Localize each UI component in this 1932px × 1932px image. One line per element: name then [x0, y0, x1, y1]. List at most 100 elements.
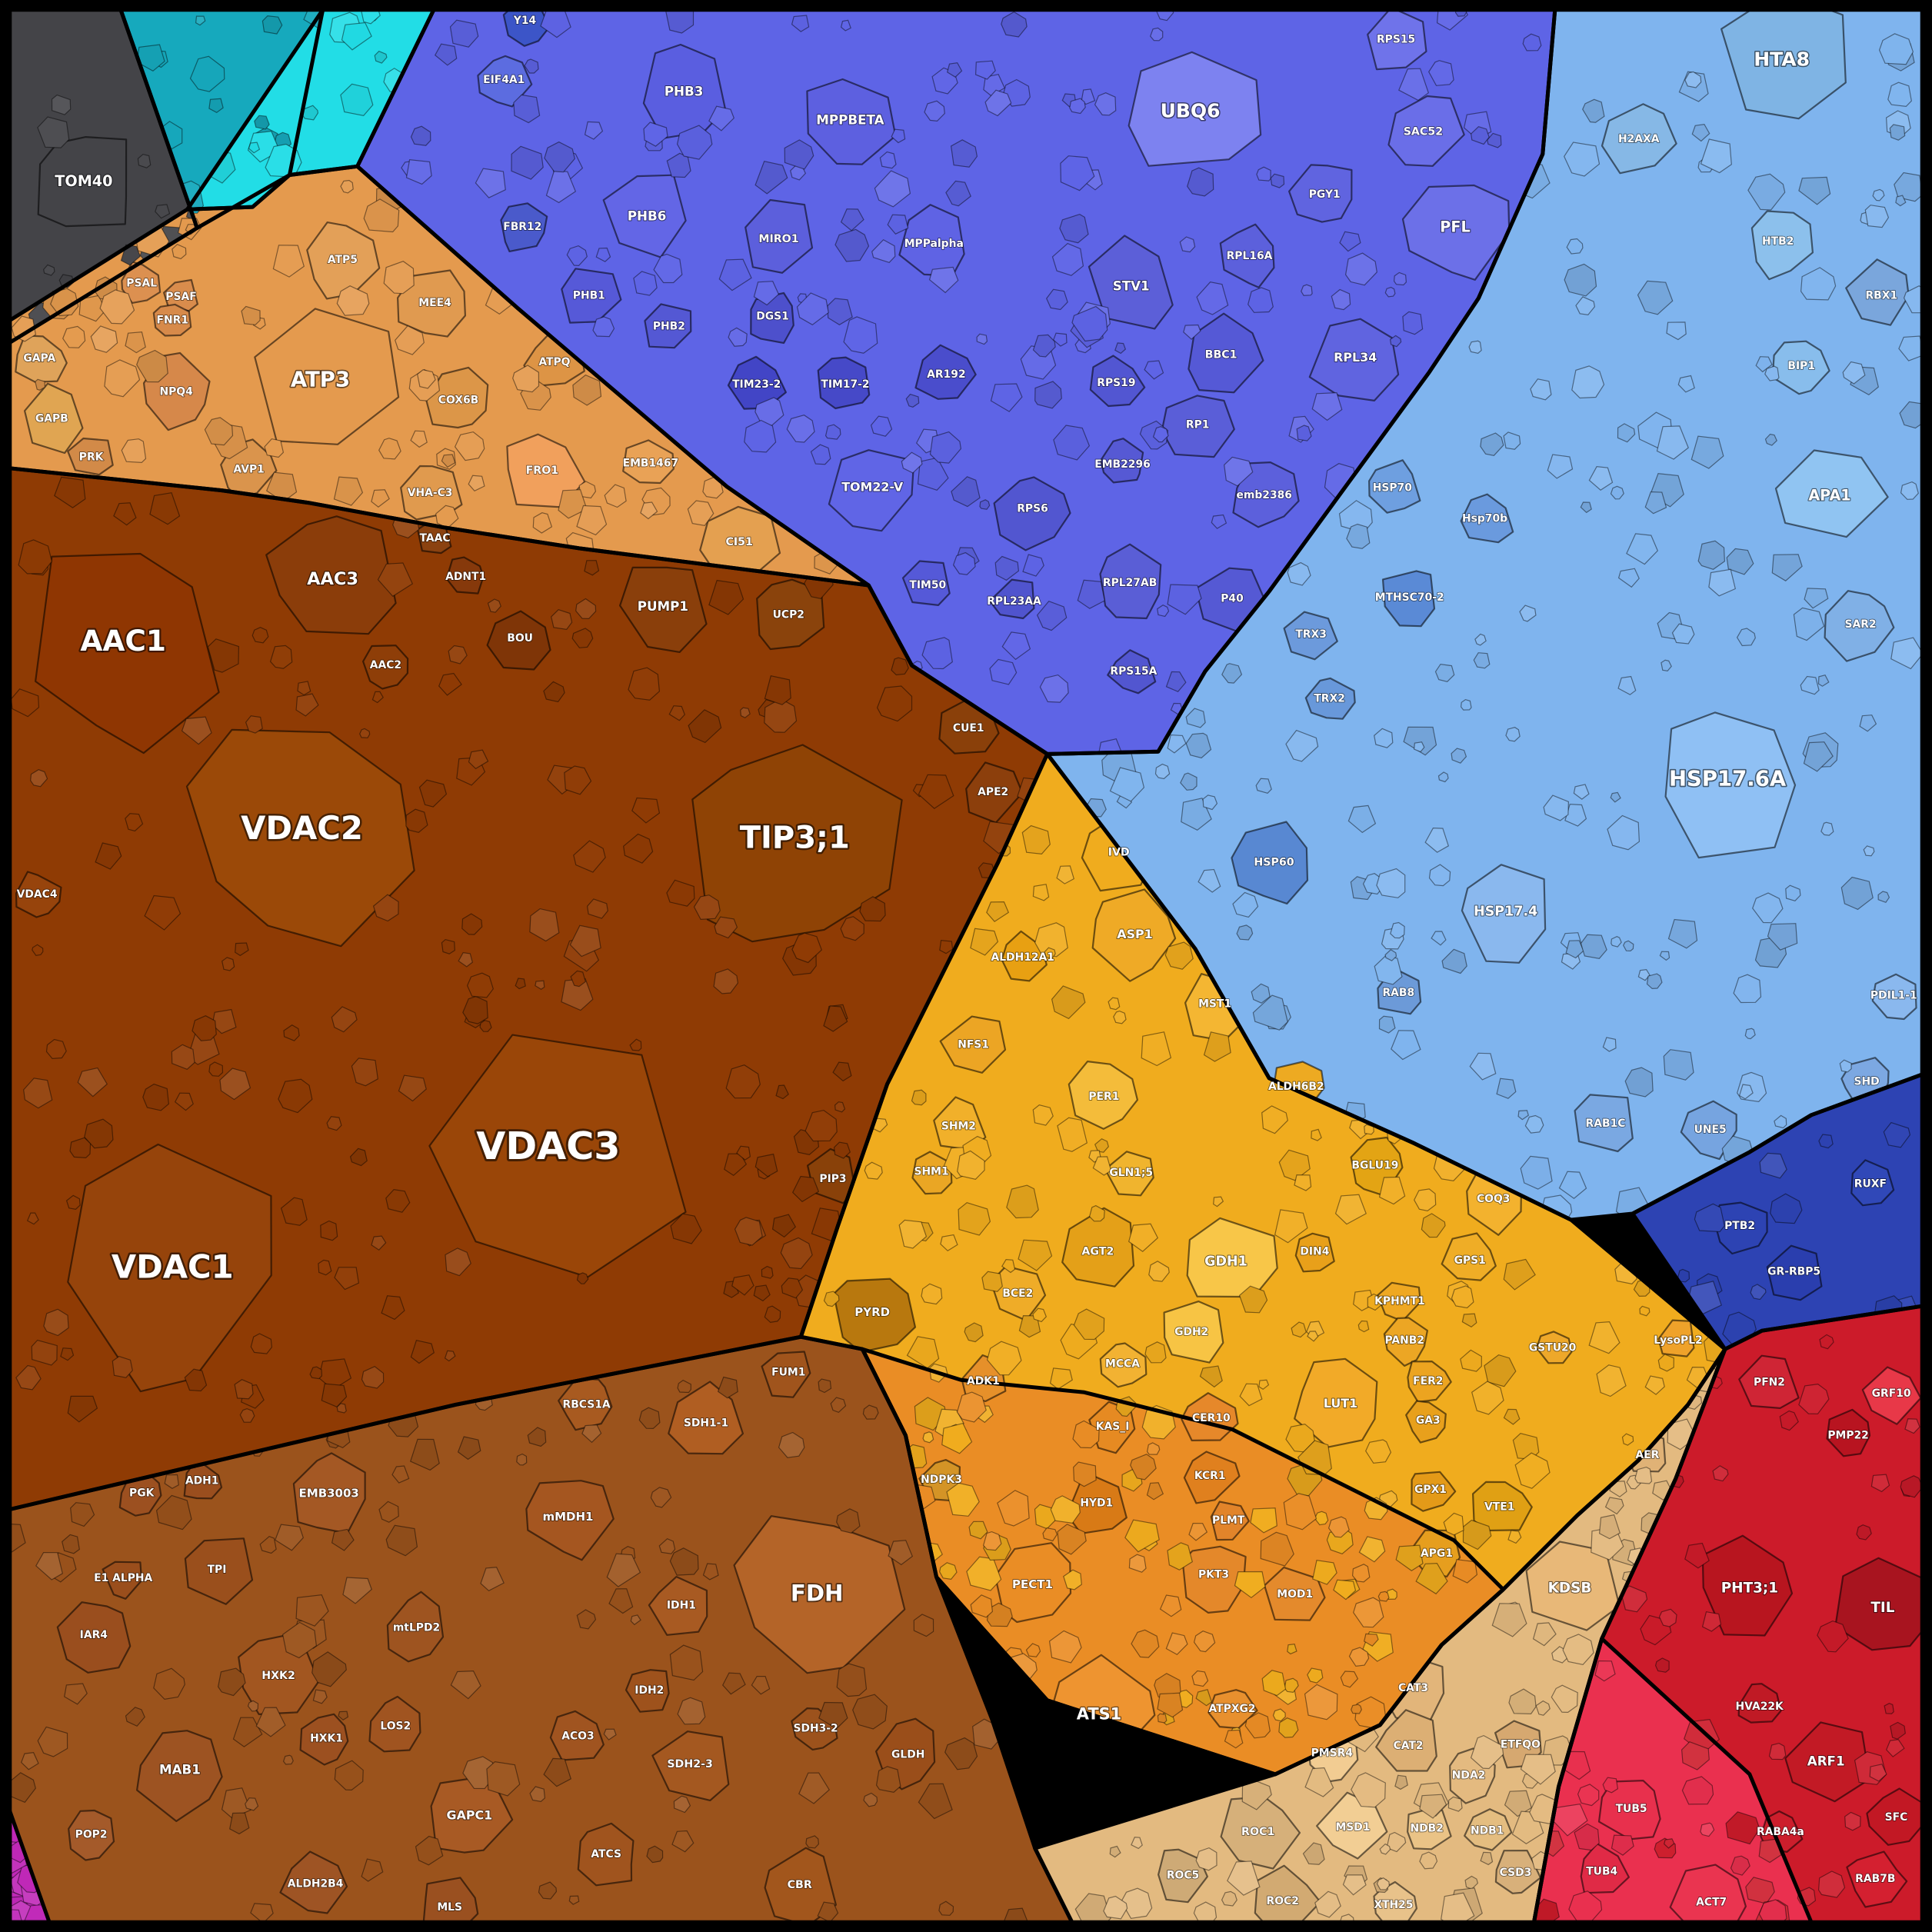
micro-cell [1183, 324, 1201, 340]
micro-cell [1333, 1579, 1357, 1601]
micro-cell [1820, 821, 1834, 836]
micro-cell [946, 1482, 980, 1517]
region-tan [1034, 1349, 1725, 1923]
cell [1210, 1501, 1250, 1541]
micro-cell [1656, 425, 1689, 460]
micro-cell [753, 281, 780, 306]
cell-label: ATP3 [291, 367, 350, 391]
micro-cell [603, 1728, 617, 1740]
cell-label: TIL [1870, 1600, 1894, 1616]
micro-cell [1602, 1037, 1617, 1052]
micro-cell [843, 316, 878, 354]
micro-cell [184, 1368, 208, 1392]
cell-label: LUT1 [1324, 1396, 1357, 1411]
micro-cell [1889, 124, 1906, 141]
cell-label: FNR1 [157, 315, 188, 327]
micro-cell [45, 1038, 67, 1060]
micro-cell [1598, 1514, 1621, 1540]
cell-label: TOM40 [55, 172, 112, 190]
micro-cell [405, 808, 428, 833]
cell-label: HVA22K [1736, 1700, 1785, 1713]
micro-cell [1503, 431, 1521, 450]
micro-cell [232, 1717, 263, 1747]
micro-cell [1573, 784, 1590, 800]
micro-cell [1564, 263, 1597, 297]
micro-cell [573, 840, 606, 873]
micro-cell [1032, 1307, 1047, 1323]
micro-cell [1419, 1851, 1438, 1870]
micro-cell [1677, 375, 1695, 393]
cell [486, 610, 551, 671]
micro-cell [939, 1562, 958, 1581]
cell [817, 356, 871, 410]
micro-cell [1353, 1597, 1384, 1628]
micro-cell [1032, 334, 1056, 358]
micro-cell [1103, 1895, 1128, 1920]
micro-cell [417, 369, 436, 389]
micro-cell [104, 359, 141, 398]
micro-cell [1460, 698, 1472, 711]
micro-cell [67, 1395, 98, 1423]
micro-cell [1793, 607, 1825, 641]
micro-cell [544, 141, 575, 173]
micro-cell [516, 1453, 528, 1466]
cell-label: MPPalpha [904, 238, 964, 250]
cell [1441, 1232, 1497, 1281]
micro-cell [1224, 456, 1254, 487]
cell-label: MAB1 [159, 1762, 201, 1777]
micro-cell [595, 247, 611, 262]
cell-label: MCCA [1105, 1358, 1140, 1371]
micro-cell [1565, 940, 1584, 959]
cell-label: EIF4A1 [483, 74, 525, 86]
cell-label: GSTU20 [1529, 1342, 1577, 1354]
micro-cell [1503, 1258, 1536, 1291]
micro-cell [863, 1792, 878, 1807]
micro-cell [584, 121, 604, 140]
cell-label: FRO1 [526, 465, 559, 477]
micro-cell [1738, 1084, 1754, 1100]
cell [1088, 235, 1174, 330]
micro-cell [581, 1424, 602, 1444]
micro-cell [823, 1005, 848, 1032]
micro-cell [1623, 940, 1634, 952]
micro-cell [864, 1161, 883, 1180]
cell [368, 1695, 421, 1753]
cell-label: Hsp70b [1462, 513, 1507, 525]
micro-cell [1764, 365, 1780, 381]
micro-cell [1148, 1261, 1170, 1282]
micro-cell [1474, 633, 1487, 646]
micro-cell [172, 243, 187, 260]
micro-cell [410, 430, 428, 448]
cell [68, 1809, 115, 1861]
micro-cell [297, 681, 311, 696]
cell-label: AR192 [927, 368, 965, 381]
micro-cell [239, 1407, 255, 1423]
micro-cell [669, 1644, 704, 1681]
micro-cell [371, 489, 390, 508]
micro-cell [280, 1197, 308, 1226]
cell-label: XTH25 [1374, 1899, 1413, 1911]
micro-cell [468, 749, 489, 770]
micro-cell [1044, 947, 1056, 959]
micro-cell [1730, 1855, 1750, 1876]
cell-label: TPI [208, 1564, 227, 1576]
micro-cell [970, 928, 999, 956]
micro-cell [351, 1058, 378, 1087]
micro-cell [576, 1272, 589, 1284]
micro-cell [796, 292, 829, 326]
micro-cell [529, 1786, 546, 1802]
micro-cell [360, 9, 381, 25]
micro-cell [1250, 1507, 1277, 1534]
micro-cell [320, 1220, 338, 1241]
cell-label: BCE2 [1002, 1287, 1033, 1300]
cell-label: mMDH1 [543, 1510, 594, 1524]
micro-cell [229, 1812, 250, 1835]
cell [744, 198, 814, 274]
micro-cell [1128, 1223, 1159, 1252]
cell [1535, 1331, 1573, 1364]
cell [750, 291, 794, 345]
micro-cell [1327, 1516, 1350, 1538]
micro-cell [771, 1214, 797, 1238]
cell [1494, 1850, 1542, 1894]
cell-label: RUXF [1854, 1178, 1887, 1191]
